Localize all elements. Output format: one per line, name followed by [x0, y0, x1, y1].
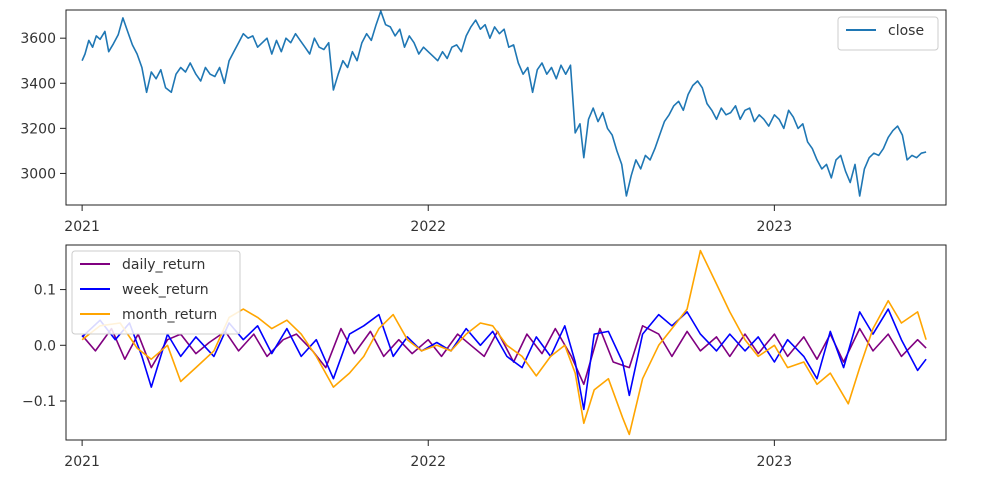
chart-panel-1: 2021 2022 2023 3000 3200 3400 3600 close [20, 9, 947, 235]
series-line-close [81, 10, 927, 197]
plot-frame [65, 9, 947, 206]
legend-label: close [888, 23, 924, 39]
x-tick-label: 2021 [64, 219, 100, 235]
chart-panel-2: 2021 2022 2023 0.1 0.0 −0.1 daily_return week_r… [22, 244, 947, 470]
plot-frame [65, 244, 947, 441]
legend: daily_return week_return month_return [71, 250, 241, 335]
y-tick-label: 3400 [20, 76, 56, 92]
legend-label: week_return [122, 282, 209, 298]
x-tick-label: 2022 [410, 219, 446, 235]
series-line-month-return [81, 249, 927, 436]
y-tick-label: 3000 [20, 166, 56, 182]
x-tick-label: 2023 [757, 454, 793, 470]
y-tick-label: 0.1 [34, 283, 56, 299]
legend-box [71, 250, 241, 335]
legend-box [837, 16, 939, 51]
legend-label: daily_return [122, 257, 205, 273]
y-tick-label: −0.1 [22, 394, 56, 410]
legend: close [837, 16, 939, 51]
y-tick-label: 3600 [20, 31, 56, 47]
y-tick-label: 3200 [20, 121, 56, 137]
x-tick-label: 2023 [757, 219, 793, 235]
x-tick-label: 2022 [410, 454, 446, 470]
legend-label: month_return [122, 307, 217, 323]
x-tick-label: 2021 [64, 454, 100, 470]
y-tick-label: 0.0 [34, 338, 56, 354]
